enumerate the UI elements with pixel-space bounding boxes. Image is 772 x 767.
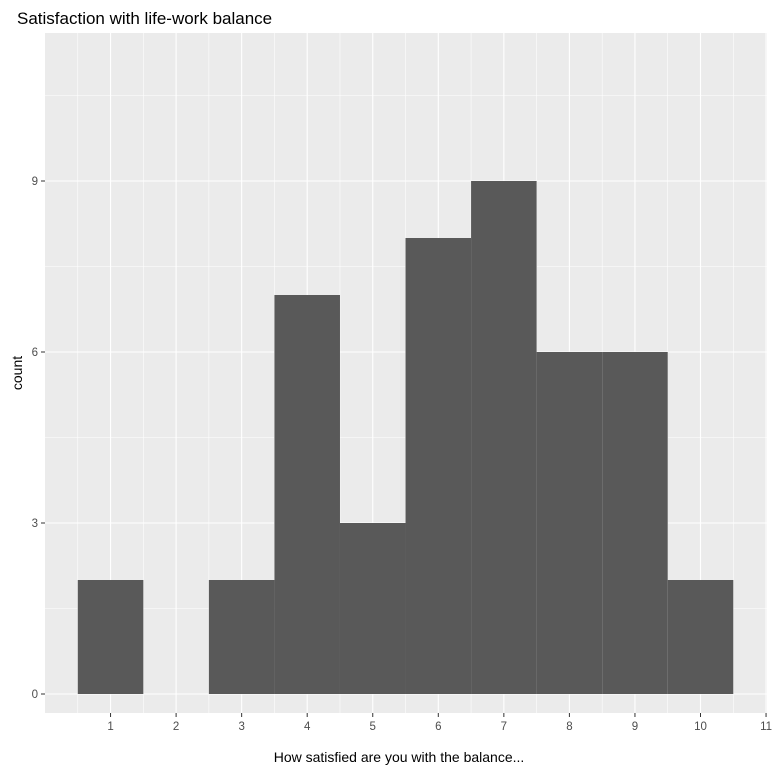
x-tick-label: 11: [760, 721, 772, 733]
histogram-bar: [471, 181, 537, 694]
histogram-bar: [602, 352, 668, 694]
histogram-bar: [667, 580, 734, 694]
axis-ticks: 1 2 3 4 5 6 7 8 9 10 11 0 3 6 9: [32, 176, 772, 733]
histogram-bar: [536, 352, 603, 694]
histogram-bar: [208, 580, 275, 694]
y-tick-label: 6: [32, 347, 38, 359]
histogram-bar: [405, 238, 472, 694]
chart-title: Satisfaction with life-work balance: [17, 9, 272, 28]
y-axis-title: count: [9, 356, 25, 390]
x-tick-label: 1: [107, 721, 113, 733]
x-tick-label: 5: [370, 721, 376, 733]
x-tick-label: 3: [238, 721, 244, 733]
x-tick-label: 9: [632, 721, 638, 733]
x-tick-label: 2: [173, 721, 179, 733]
histogram-bar: [77, 580, 144, 694]
x-tick-label: 7: [501, 721, 507, 733]
y-tick-label: 0: [32, 689, 38, 701]
histogram-bar: [274, 295, 340, 694]
x-tick-label: 10: [694, 721, 707, 733]
x-tick-label: 4: [304, 721, 311, 733]
bars: [77, 181, 734, 694]
x-axis-title: How satisfied are you with the balance..…: [274, 749, 525, 765]
y-tick-label: 9: [32, 176, 38, 188]
histogram-bar: [339, 523, 406, 694]
x-tick-label: 6: [435, 721, 441, 733]
x-tick-label: 8: [566, 721, 572, 733]
y-tick-label: 3: [32, 518, 38, 530]
